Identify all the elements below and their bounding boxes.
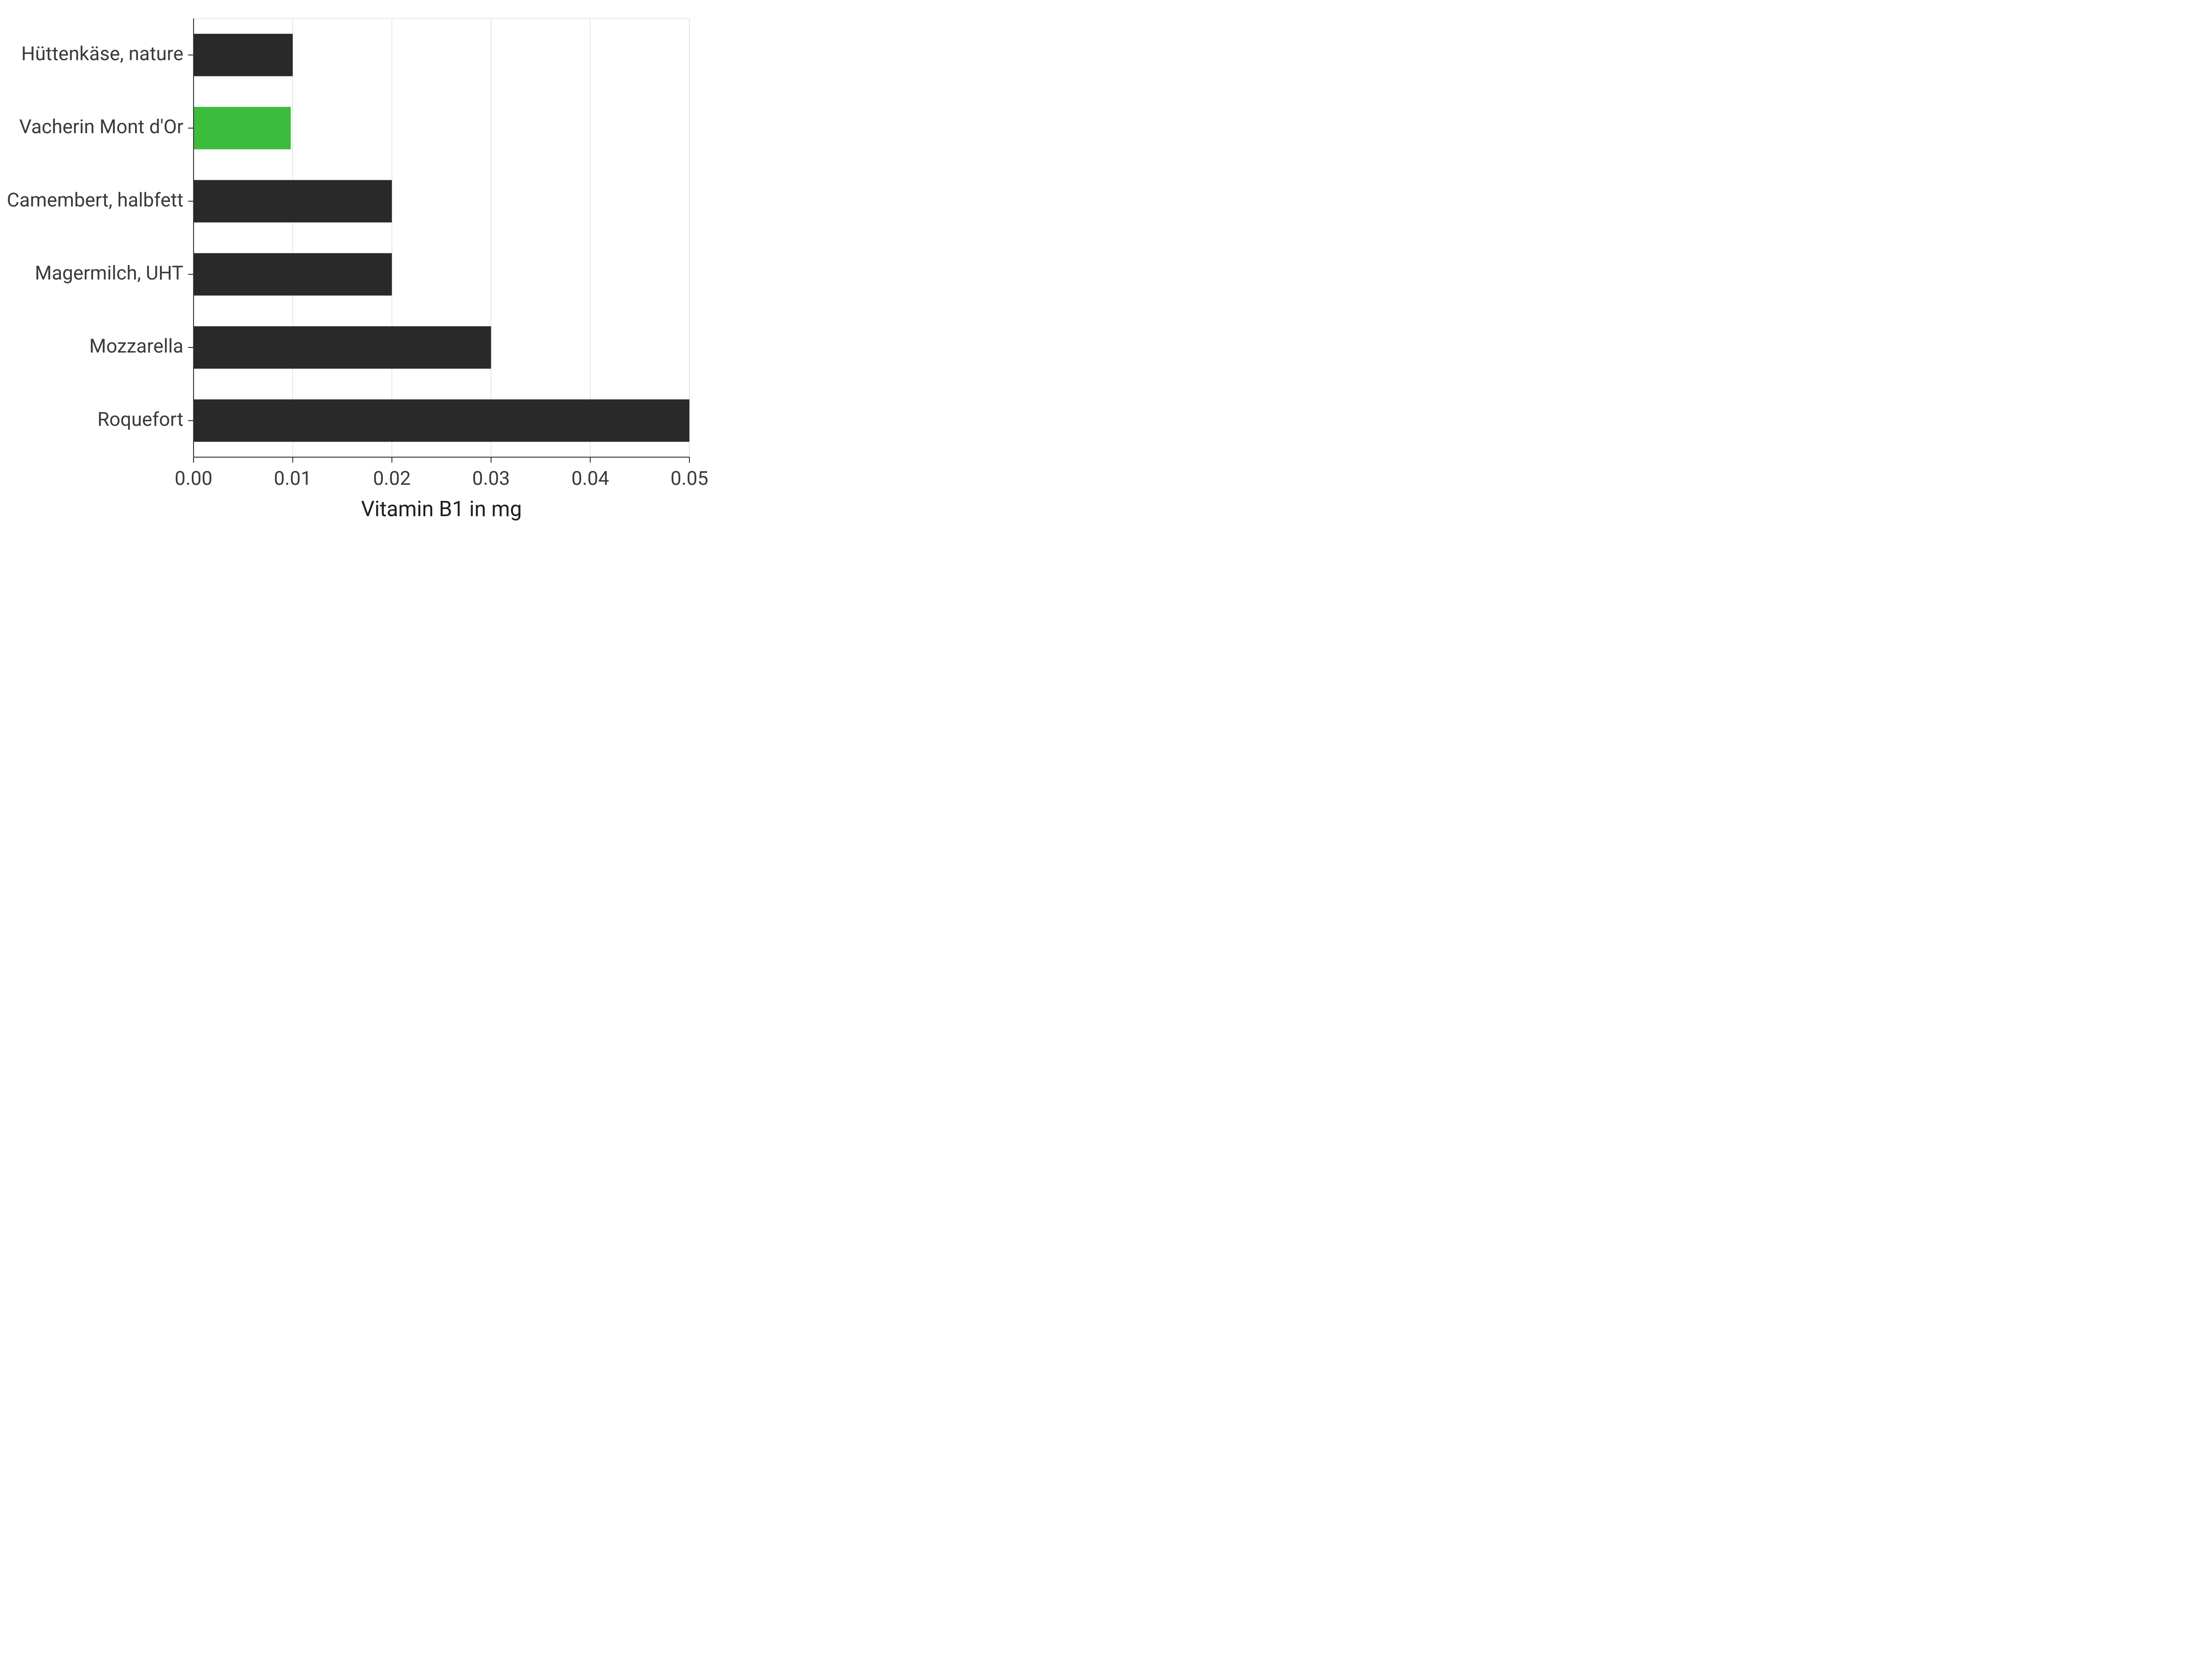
x-tick-label: 0.02 xyxy=(373,467,411,490)
bar xyxy=(194,400,689,442)
y-tick-label: Roquefort xyxy=(97,408,183,431)
vitamin-b1-chart: Hüttenkäse, nature Vacherin Mont d'Or Came… xyxy=(0,0,2212,531)
y-tick-label: Hüttenkäse, nature xyxy=(21,42,183,65)
bar xyxy=(194,253,392,295)
chart-svg: Hüttenkäse, nature Vacherin Mont d'Or Came… xyxy=(0,0,708,531)
y-tick-label: Mozzarella xyxy=(89,335,183,358)
bar xyxy=(194,107,291,149)
x-tick-label: 0.03 xyxy=(472,467,510,490)
bar xyxy=(194,34,293,76)
x-tick-label: 0.04 xyxy=(571,467,609,490)
y-tick-label: Vacherin Mont d'Or xyxy=(19,116,183,138)
x-tick-label: 0.05 xyxy=(671,467,708,490)
x-axis-label: Vitamin B1 in mg xyxy=(361,497,522,522)
y-tick-label: Magermilch, UHT xyxy=(35,262,183,284)
x-tick-label: 0.00 xyxy=(175,467,212,490)
bar xyxy=(194,326,491,369)
x-tick-label: 0.01 xyxy=(274,467,312,490)
bar xyxy=(194,180,392,223)
y-tick-label: Camembert, halbfett xyxy=(7,189,183,212)
